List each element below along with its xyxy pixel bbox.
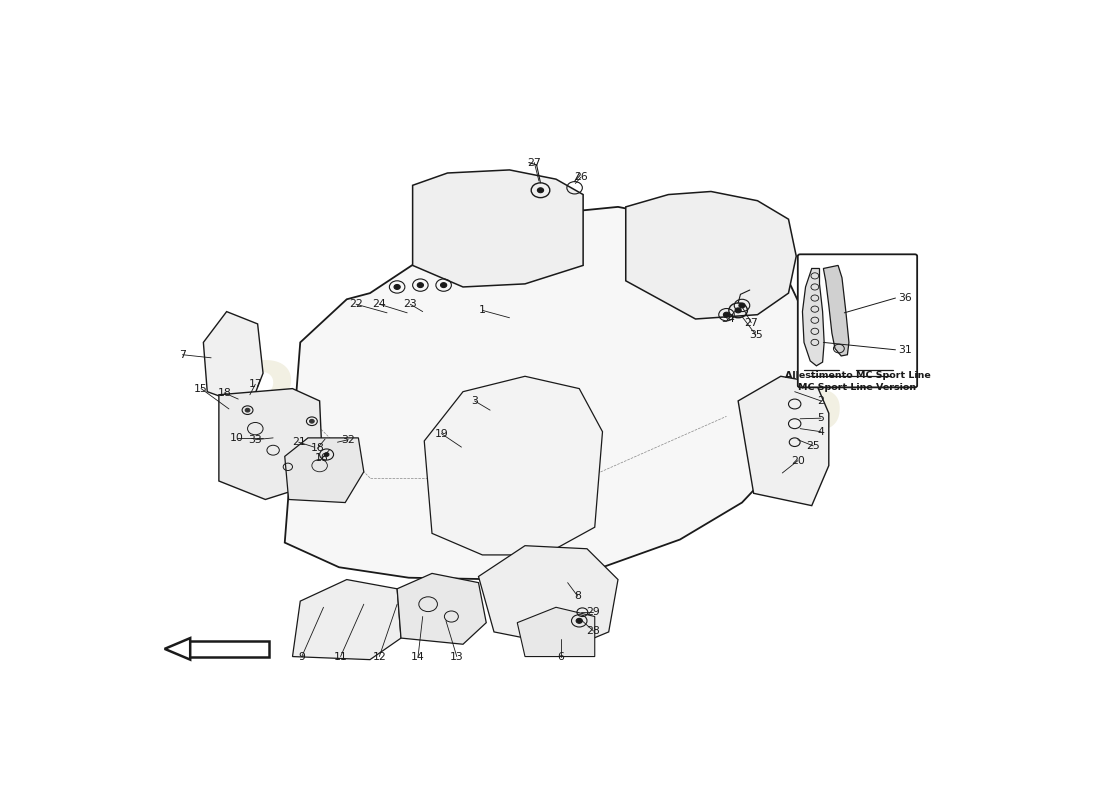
Text: 13: 13	[450, 651, 464, 662]
Text: 26: 26	[574, 172, 587, 182]
Text: 4: 4	[817, 426, 825, 437]
Text: 2115PORTS: 2115PORTS	[233, 358, 847, 450]
Text: 18: 18	[218, 388, 231, 398]
Polygon shape	[285, 207, 812, 579]
Circle shape	[576, 618, 582, 623]
Text: 3: 3	[471, 396, 478, 406]
Polygon shape	[397, 574, 486, 644]
Polygon shape	[165, 638, 190, 660]
Polygon shape	[738, 376, 828, 506]
Polygon shape	[412, 170, 583, 287]
Text: 17: 17	[249, 379, 262, 390]
Text: 29: 29	[586, 607, 601, 618]
Circle shape	[739, 303, 745, 308]
Text: 31: 31	[899, 345, 912, 354]
Text: 36: 36	[899, 293, 912, 303]
Text: 35: 35	[749, 330, 762, 340]
Text: 16: 16	[315, 454, 329, 463]
Text: Allestimento MC Sport Line
MC Sport Line Version: Allestimento MC Sport Line MC Sport Line…	[784, 371, 931, 392]
Text: 20: 20	[791, 456, 805, 466]
Circle shape	[735, 308, 741, 313]
Polygon shape	[425, 376, 603, 555]
Polygon shape	[219, 389, 322, 499]
Polygon shape	[285, 438, 364, 502]
Text: 28: 28	[586, 626, 601, 636]
Text: 25: 25	[806, 441, 821, 451]
Circle shape	[309, 419, 315, 423]
Polygon shape	[188, 641, 270, 657]
Text: 2: 2	[817, 396, 825, 406]
Text: 27: 27	[745, 318, 758, 328]
Polygon shape	[204, 311, 263, 407]
Text: 10: 10	[230, 433, 243, 443]
Polygon shape	[824, 266, 849, 356]
Text: 8: 8	[574, 591, 581, 601]
Circle shape	[324, 453, 329, 456]
Circle shape	[440, 282, 447, 287]
Text: 19: 19	[434, 429, 448, 438]
Text: 9: 9	[298, 651, 305, 662]
Circle shape	[394, 285, 400, 290]
Text: 27: 27	[527, 158, 541, 167]
Text: 14: 14	[411, 651, 425, 662]
Text: 34: 34	[722, 314, 735, 324]
Text: 24: 24	[373, 299, 386, 310]
Text: 12: 12	[373, 651, 386, 662]
Text: 5: 5	[817, 413, 825, 423]
Text: 22: 22	[349, 299, 363, 310]
Circle shape	[417, 282, 424, 287]
Polygon shape	[626, 191, 796, 319]
Text: 11: 11	[333, 651, 348, 662]
Polygon shape	[293, 579, 402, 660]
Text: 23: 23	[404, 299, 417, 310]
Circle shape	[245, 408, 250, 412]
Polygon shape	[802, 269, 824, 366]
Text: a passion for parts since 1985: a passion for parts since 1985	[389, 450, 661, 469]
Text: 1: 1	[478, 306, 486, 315]
Text: 18: 18	[310, 443, 324, 454]
Text: 21: 21	[292, 437, 306, 447]
Polygon shape	[478, 546, 618, 647]
Circle shape	[724, 312, 729, 317]
Text: 7: 7	[179, 350, 186, 360]
Polygon shape	[517, 607, 595, 657]
Text: 6: 6	[558, 651, 564, 662]
Text: 15: 15	[195, 383, 208, 394]
FancyBboxPatch shape	[798, 254, 917, 387]
Text: 33: 33	[249, 434, 262, 445]
Text: 32: 32	[341, 434, 355, 445]
Circle shape	[538, 188, 543, 193]
